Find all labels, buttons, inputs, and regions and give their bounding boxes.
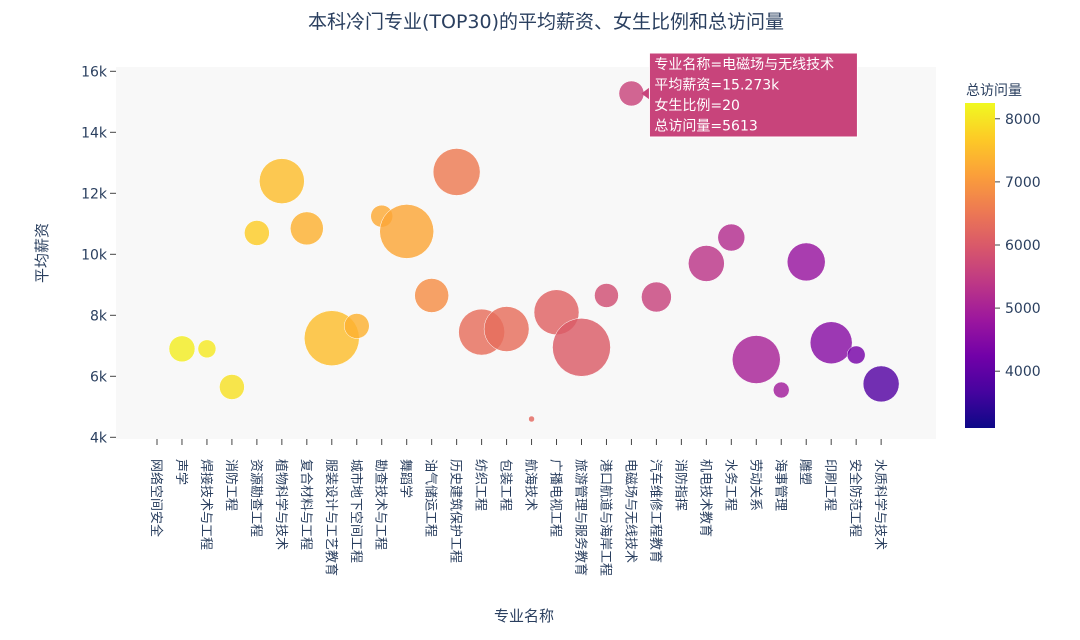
data-point[interactable] [732, 335, 781, 384]
x-tick-label: 舞蹈学 [398, 459, 414, 498]
y-tick-label: 12k [81, 186, 108, 202]
x-axis: 网络空间安全 声学 焊接技术与工程 消防工程 资源勘查工程 植物科学与技术 复合材料与工程服… [148, 439, 888, 576]
y-tick-label: 16k [81, 64, 108, 80]
data-point[interactable] [862, 365, 900, 403]
colorbar-tick-label: 7000 [1005, 175, 1041, 191]
data-point[interactable] [244, 220, 270, 246]
x-tick-label: 消防工程 [223, 459, 239, 511]
x-tick-label: 城市地下空间工程 [348, 459, 364, 563]
x-tick-label: 焊接技术与工程 [198, 459, 214, 550]
data-point[interactable] [552, 318, 611, 377]
x-tick-label: 劳动关系 [747, 459, 763, 511]
x-tick-label: 水务工程 [722, 459, 738, 511]
colorbar-title: 总访问量 [966, 83, 1022, 99]
data-point[interactable] [290, 211, 324, 246]
data-point[interactable] [809, 321, 853, 364]
tooltip-line: 总访问量=5613 [654, 119, 757, 135]
y-tick-label: 4k [90, 430, 108, 446]
tooltip-line: 女生比例=20 [654, 97, 740, 114]
colorbar-tick-label: 8000 [1005, 112, 1041, 128]
data-point[interactable] [641, 281, 672, 313]
colorbar-tick-label: 5000 [1005, 301, 1041, 317]
data-point[interactable] [618, 80, 645, 107]
x-tick-label: 雕塑 [797, 459, 812, 485]
x-tick-label: 水质科学与技术 [872, 459, 888, 550]
x-tick-label: 安全防范工程 [847, 459, 863, 537]
data-point[interactable] [717, 223, 746, 252]
data-point[interactable] [197, 339, 217, 359]
data-point[interactable] [773, 381, 790, 399]
x-axis-label: 专业名称 [494, 607, 554, 625]
x-tick-label: 历史建筑保护工程 [448, 459, 464, 563]
x-tick-label: 服装设计与工艺教育 [323, 459, 339, 576]
y-axis-label: 平均薪资 [33, 223, 51, 283]
colorbar-tick-label: 4000 [1005, 364, 1041, 380]
data-point[interactable] [414, 278, 449, 313]
x-tick-label: 纺织工程 [473, 459, 488, 511]
tooltip-line: 专业名称=电磁场与无线技术 [654, 57, 834, 73]
x-tick-label: 海事管理 [772, 459, 787, 511]
data-point[interactable] [483, 306, 530, 352]
x-tick-label: 航海技术 [523, 459, 539, 511]
data-point[interactable] [432, 148, 481, 196]
data-point[interactable] [846, 345, 866, 365]
data-point[interactable] [344, 313, 370, 339]
x-tick-label: 植物科学与技术 [273, 459, 289, 550]
x-tick-label: 勘查技术与工程 [373, 459, 388, 550]
data-point[interactable] [259, 158, 305, 204]
scatter-points [168, 80, 900, 423]
x-tick-label: 声学 [173, 459, 189, 485]
x-tick-label: 油气储运工程 [423, 459, 439, 537]
x-tick-label: 印刷工程 [822, 459, 837, 511]
y-tick-label: 10k [81, 247, 108, 263]
x-tick-label: 机电技术教育 [697, 459, 713, 537]
x-tick-label: 港口航道与海岸工程 [597, 459, 613, 576]
tooltip-line: 平均薪资=15.273k [654, 78, 780, 94]
x-tick-label: 广播电视工程 [548, 459, 563, 537]
y-tick-label: 6k [90, 369, 108, 385]
x-tick-label: 电磁场与无线技术 [622, 459, 637, 563]
y-tick-label: 8k [90, 308, 108, 324]
tooltip-box [648, 52, 858, 138]
y-tick-label: 14k [81, 125, 108, 141]
colorbar: 总访问量 4000 5000 6000 7000 8000 [965, 83, 1041, 428]
x-tick-label: 包装工程 [498, 459, 513, 511]
y-axis: 4k 6k 8k 10k 12k 14k 16k [81, 64, 116, 446]
x-tick-label: 网络空间安全 [148, 459, 164, 537]
x-tick-label: 资源勘查工程 [248, 459, 263, 537]
data-point[interactable] [168, 335, 196, 363]
x-tick-label: 复合材料与工程 [298, 459, 313, 550]
data-point[interactable] [528, 415, 535, 423]
colorbar-bar [965, 103, 995, 428]
data-point[interactable] [219, 374, 245, 400]
data-point[interactable] [786, 242, 826, 282]
x-tick-label: 汽车维修工程教育 [647, 459, 663, 563]
data-point[interactable] [594, 283, 619, 308]
x-tick-label: 消防指挥 [672, 459, 688, 511]
x-tick-label: 旅游管理与服务教育 [572, 459, 588, 576]
data-point[interactable] [379, 204, 434, 259]
colorbar-tick-label: 6000 [1005, 238, 1041, 254]
tooltip-pointer [641, 87, 650, 100]
data-point[interactable] [688, 245, 725, 282]
chart-title: 本科冷门专业(TOP30)的平均薪资、女生比例和总访问量 [308, 11, 784, 33]
